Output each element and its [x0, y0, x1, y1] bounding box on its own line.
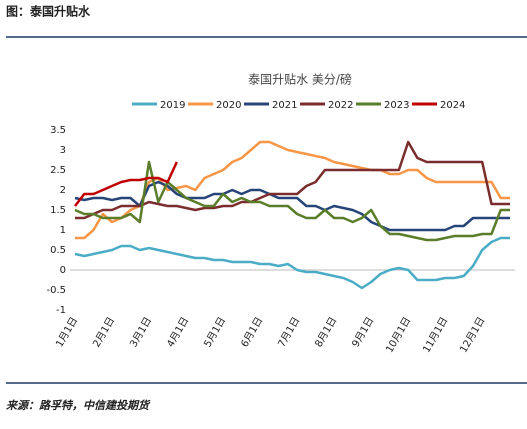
source-note: 来源：路孚特，中信建投期货: [6, 399, 151, 412]
y-tick-label: 0.5: [50, 245, 66, 256]
legend-label: 2020: [216, 100, 241, 111]
figure-header: 图：泰国升贴水: [6, 4, 91, 19]
legend-label: 2022: [328, 100, 353, 111]
x-tick-label: 10月1日: [383, 315, 413, 355]
chart-title: 泰国升贴水 美分/磅: [248, 72, 352, 87]
y-tick-label: 2: [60, 185, 66, 196]
series-line: [74, 160, 510, 242]
y-tick-label: 0: [60, 265, 66, 276]
x-tick-label: 12月1日: [457, 315, 487, 355]
y-tick-label: 3: [60, 145, 66, 156]
y-tick-label: -0.5: [46, 285, 66, 296]
series-line: [74, 180, 510, 232]
series-line: [74, 236, 510, 290]
x-tick-label: 11月1日: [420, 315, 450, 355]
legend-label: 2021: [272, 100, 297, 111]
legend-label: 2024: [440, 100, 465, 111]
legend-label: 2023: [384, 100, 409, 111]
x-tick-label: 5月1日: [202, 315, 229, 349]
legend-label: 2019: [160, 100, 185, 111]
y-tick-label: 1: [60, 225, 66, 236]
x-tick-label: 2月1日: [90, 315, 117, 349]
y-tick-label: -1: [56, 305, 66, 316]
x-tick-label: 9月1日: [350, 315, 377, 349]
series-line: [74, 161, 178, 207]
y-tick-label: 1.5: [50, 205, 66, 216]
series-line: [75, 140, 510, 220]
y-tick-label: 3.5: [50, 125, 66, 136]
x-tick-label: 7月1日: [276, 315, 303, 349]
x-tick-label: 4月1日: [165, 315, 192, 349]
x-tick-label: 8月1日: [313, 315, 340, 349]
x-tick-label: 1月1日: [53, 315, 80, 349]
y-tick-label: 2.5: [50, 165, 66, 176]
x-tick-label: 6月1日: [239, 315, 266, 349]
series-line: [75, 140, 510, 240]
x-tick-label: 3月1日: [127, 315, 154, 349]
